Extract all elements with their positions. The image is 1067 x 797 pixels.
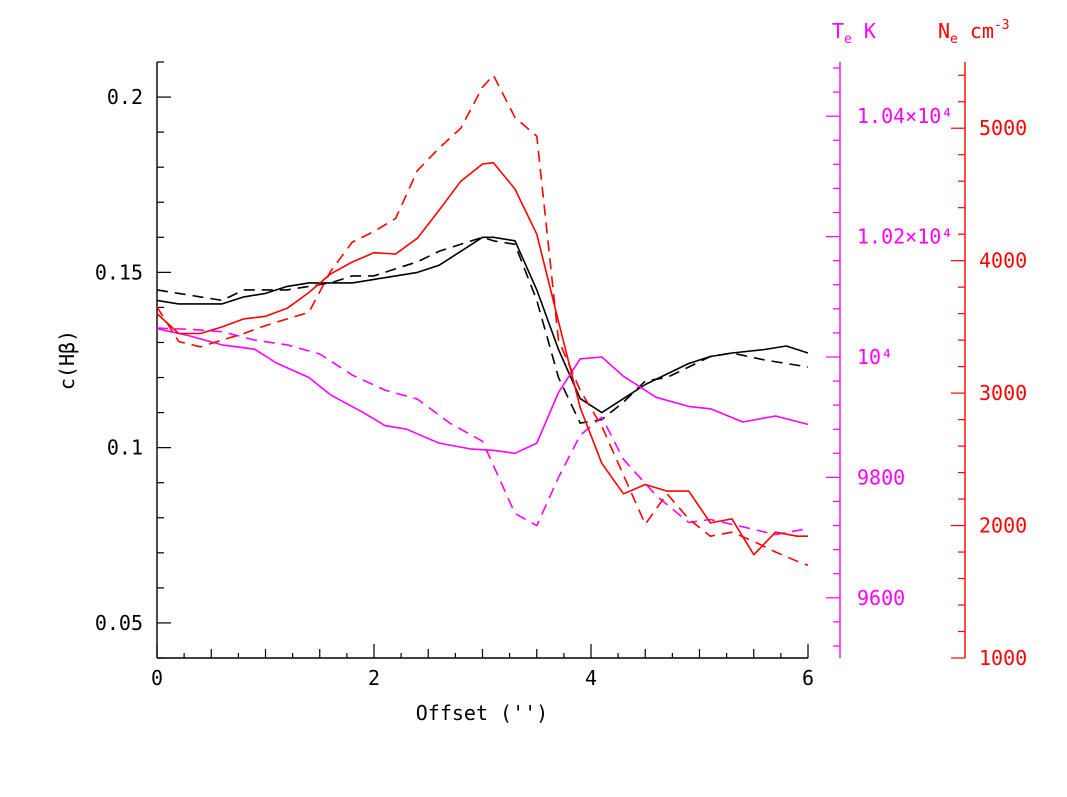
right-tick-label: 3000	[979, 381, 1027, 405]
left-tick-label: 0.15	[95, 260, 143, 284]
right-ticks: 1000 2000 3000 4000 5000	[951, 74, 1027, 670]
series-line-4	[156, 161, 808, 556]
ne-axis-label: Ne cm-3	[938, 18, 1010, 47]
ne-label-sub: e	[950, 32, 958, 47]
left-tick-label: 0.05	[95, 611, 143, 635]
middle-ticks: 9600 9800 10⁴ 1.02×10⁴ 1.04×10⁴	[826, 67, 953, 647]
x-ticks: 0 2 4 6	[151, 644, 814, 690]
x-axis-label: Offset ('')	[416, 701, 548, 725]
te-axis-label: Te K	[832, 19, 876, 47]
left-tick-label: 0.1	[107, 436, 143, 460]
middle-tick-label: 1.02×10⁴	[857, 225, 953, 249]
middle-tick-label: 1.04×10⁴	[857, 104, 953, 128]
series-line-5	[156, 74, 809, 567]
right-tick-label: 2000	[979, 514, 1027, 538]
ne-label-sup: -3	[994, 18, 1010, 33]
ne-label-unit: cm	[970, 19, 994, 43]
middle-tick-label: 9600	[857, 586, 905, 610]
te-label-main: T	[832, 19, 844, 43]
x-tick-label: 2	[368, 666, 380, 690]
series-line-1	[156, 236, 809, 424]
y-axis-label: c(Hβ)	[55, 330, 79, 390]
te-label-unit: K	[864, 19, 876, 43]
middle-tick-label: 9800	[857, 465, 905, 489]
right-tick-label: 4000	[979, 249, 1027, 273]
series-layer	[156, 74, 809, 567]
x-tick-label: 6	[802, 666, 814, 690]
series-line-2	[156, 327, 809, 455]
ne-label-main: N	[938, 19, 950, 43]
left-tick-label: 0.2	[107, 85, 143, 109]
series-line-0	[156, 236, 809, 414]
x-tick-label: 4	[585, 666, 597, 690]
x-tick-label: 0	[151, 666, 163, 690]
right-tick-label: 5000	[979, 116, 1027, 140]
middle-tick-label: 10⁴	[857, 345, 893, 369]
plot-frame	[156, 62, 808, 659]
right-tick-label: 1000	[979, 646, 1027, 670]
series-line-3	[156, 327, 809, 536]
left-ticks: 0.05 0.1 0.15 0.2	[95, 61, 171, 659]
te-label-sub: e	[844, 32, 852, 47]
